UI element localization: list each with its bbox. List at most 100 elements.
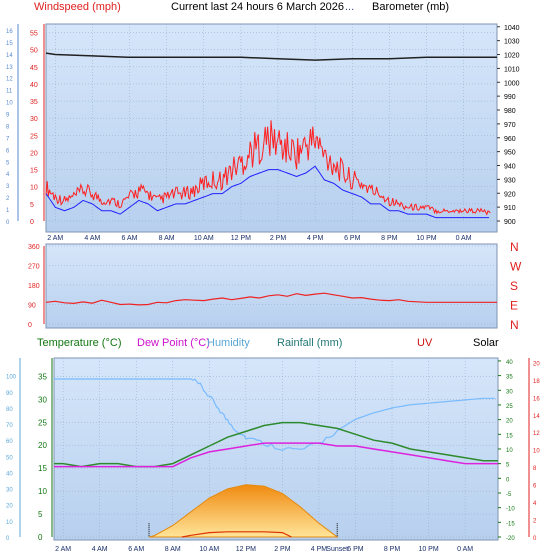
wind-x-tick: 0 AM bbox=[456, 235, 472, 242]
direction-compass-label: E bbox=[510, 299, 518, 313]
wind-left-tick: 5 bbox=[30, 202, 34, 209]
wind-x-tick: 6 AM bbox=[122, 235, 138, 242]
wind-left-tick: 0 bbox=[30, 219, 34, 226]
humidity-legend: Humidity bbox=[207, 337, 250, 349]
dots-indicator: ... bbox=[345, 1, 354, 13]
temp-right-tick: 20 bbox=[506, 419, 513, 425]
solar-legend: Solar bbox=[473, 337, 499, 349]
wind-left-tick: 10 bbox=[30, 185, 38, 192]
uv-right-tick: 0 bbox=[533, 536, 537, 542]
temp-inner-tick: 5 bbox=[38, 510, 43, 519]
temp-inner-tick: 10 bbox=[38, 487, 47, 496]
wind-far-left-tick: 4 bbox=[6, 172, 10, 178]
uv-right-tick: 12 bbox=[533, 431, 540, 437]
uv-right-tick: 20 bbox=[533, 361, 540, 367]
wind-far-left-tick: 11 bbox=[6, 89, 13, 95]
barometer-right-tick: 920 bbox=[504, 191, 516, 198]
barometer-right-tick: 940 bbox=[504, 164, 516, 171]
humidity-line bbox=[54, 378, 496, 452]
temp-x-tick: 8 AM bbox=[165, 546, 181, 553]
wind-x-tick: 10 AM bbox=[194, 235, 214, 242]
wind-left-tick: 50 bbox=[30, 48, 38, 55]
wind-far-left-tick: 3 bbox=[6, 184, 10, 190]
temp-x-tick: 2 PM bbox=[274, 546, 291, 553]
uv-right-tick: 6 bbox=[533, 484, 537, 490]
rainfall-legend: Rainfall (mm) bbox=[277, 337, 342, 349]
temp-right-tick: -5 bbox=[506, 492, 512, 498]
barometer-right-tick: 980 bbox=[504, 108, 516, 115]
barometer-right-tick: 930 bbox=[504, 177, 516, 184]
wind-left-tick: 15 bbox=[30, 168, 38, 175]
wind-far-left-tick: 8 bbox=[6, 124, 10, 130]
uv-legend: UV bbox=[417, 337, 433, 349]
temp-inner-tick: 20 bbox=[38, 441, 47, 450]
humidity-tick: 80 bbox=[6, 407, 13, 413]
temp-x-tick: 8 PM bbox=[384, 546, 401, 553]
temp-x-tick: 12 PM bbox=[236, 546, 256, 553]
temp-x-tick: 6 AM bbox=[128, 546, 144, 553]
solar-area bbox=[148, 484, 339, 538]
wind-far-left-tick: 6 bbox=[6, 148, 10, 154]
wind-x-tick: 12 PM bbox=[231, 235, 251, 242]
barometer-right-tick: 910 bbox=[504, 205, 516, 212]
temp-inner-tick: 25 bbox=[38, 418, 47, 427]
chart-title: Current last 24 hours 6 March 2026 bbox=[171, 1, 344, 13]
direction-left-tick: 270 bbox=[28, 264, 40, 271]
temp-inner-tick: 30 bbox=[38, 395, 47, 404]
wind-far-left-tick: 7 bbox=[6, 136, 10, 142]
barometer-right-tick: 960 bbox=[504, 136, 516, 143]
barometer-right-tick: 1030 bbox=[504, 39, 520, 46]
temp-x-tick: 6 PM bbox=[347, 546, 364, 553]
temp-x-tick: 4 PM bbox=[311, 546, 328, 553]
barometer-right-tick: 970 bbox=[504, 122, 516, 129]
direction-left-tick: 90 bbox=[28, 303, 36, 310]
direction-compass-label: S bbox=[510, 279, 518, 293]
barometer-line bbox=[45, 52, 497, 61]
direction-left-tick: 0 bbox=[28, 322, 32, 329]
direction-left-tick: 180 bbox=[28, 283, 40, 290]
wind-x-tick: 8 PM bbox=[381, 235, 398, 242]
barometer-right-tick: 900 bbox=[504, 219, 516, 226]
uv-right-tick: 4 bbox=[533, 501, 537, 507]
temp-right-tick: 40 bbox=[506, 360, 513, 366]
wind-far-left-tick: 9 bbox=[6, 113, 10, 119]
humidity-tick: 90 bbox=[6, 391, 13, 397]
temp-right-tick: 30 bbox=[506, 389, 513, 395]
temp-right-tick: -15 bbox=[506, 521, 515, 527]
barometer-right-tick: 1000 bbox=[504, 80, 520, 87]
humidity-tick: 70 bbox=[6, 423, 13, 429]
uv-right-tick: 14 bbox=[533, 414, 540, 420]
wind-far-left-tick: 16 bbox=[6, 29, 13, 35]
uv-right-tick: 16 bbox=[533, 396, 540, 402]
humidity-tick: 40 bbox=[6, 471, 13, 477]
humidity-tick: 30 bbox=[6, 488, 13, 494]
humidity-tick: 60 bbox=[6, 439, 13, 445]
direction-compass-label: N bbox=[510, 240, 519, 254]
wind-x-tick: 10 PM bbox=[416, 235, 436, 242]
direction-panel bbox=[45, 243, 498, 329]
barometer-right-tick: 950 bbox=[504, 150, 516, 157]
wind-left-tick: 55 bbox=[30, 31, 38, 38]
humidity-tick: 0 bbox=[6, 536, 10, 542]
humidity-tick: 50 bbox=[6, 455, 13, 461]
direction-compass-label: W bbox=[510, 260, 522, 274]
uv-right-tick: 2 bbox=[533, 519, 537, 525]
barometer-right-tick: 1040 bbox=[504, 25, 520, 32]
temperature-legend: Temperature (°C) bbox=[37, 337, 121, 349]
wind-far-left-tick: 15 bbox=[6, 41, 13, 47]
temp-right-tick: 10 bbox=[506, 448, 513, 454]
wind-x-tick: 8 AM bbox=[159, 235, 175, 242]
windspeed-axis-title: Windspeed (mph) bbox=[34, 1, 121, 13]
barometer-right-tick: 1020 bbox=[504, 53, 520, 60]
grid-layer bbox=[46, 24, 498, 538]
wind-x-tick: 4 PM bbox=[307, 235, 324, 242]
wind-far-left-tick: 13 bbox=[6, 65, 13, 71]
temp-inner-tick: 35 bbox=[38, 372, 47, 381]
temperature-line bbox=[54, 421, 498, 468]
temp-right-tick: -20 bbox=[506, 536, 515, 542]
uv-right-tick: 18 bbox=[533, 379, 540, 385]
wind-left-tick: 20 bbox=[30, 150, 38, 157]
wind-far-left-tick: 10 bbox=[6, 101, 13, 107]
dewpoint-line bbox=[54, 442, 498, 468]
